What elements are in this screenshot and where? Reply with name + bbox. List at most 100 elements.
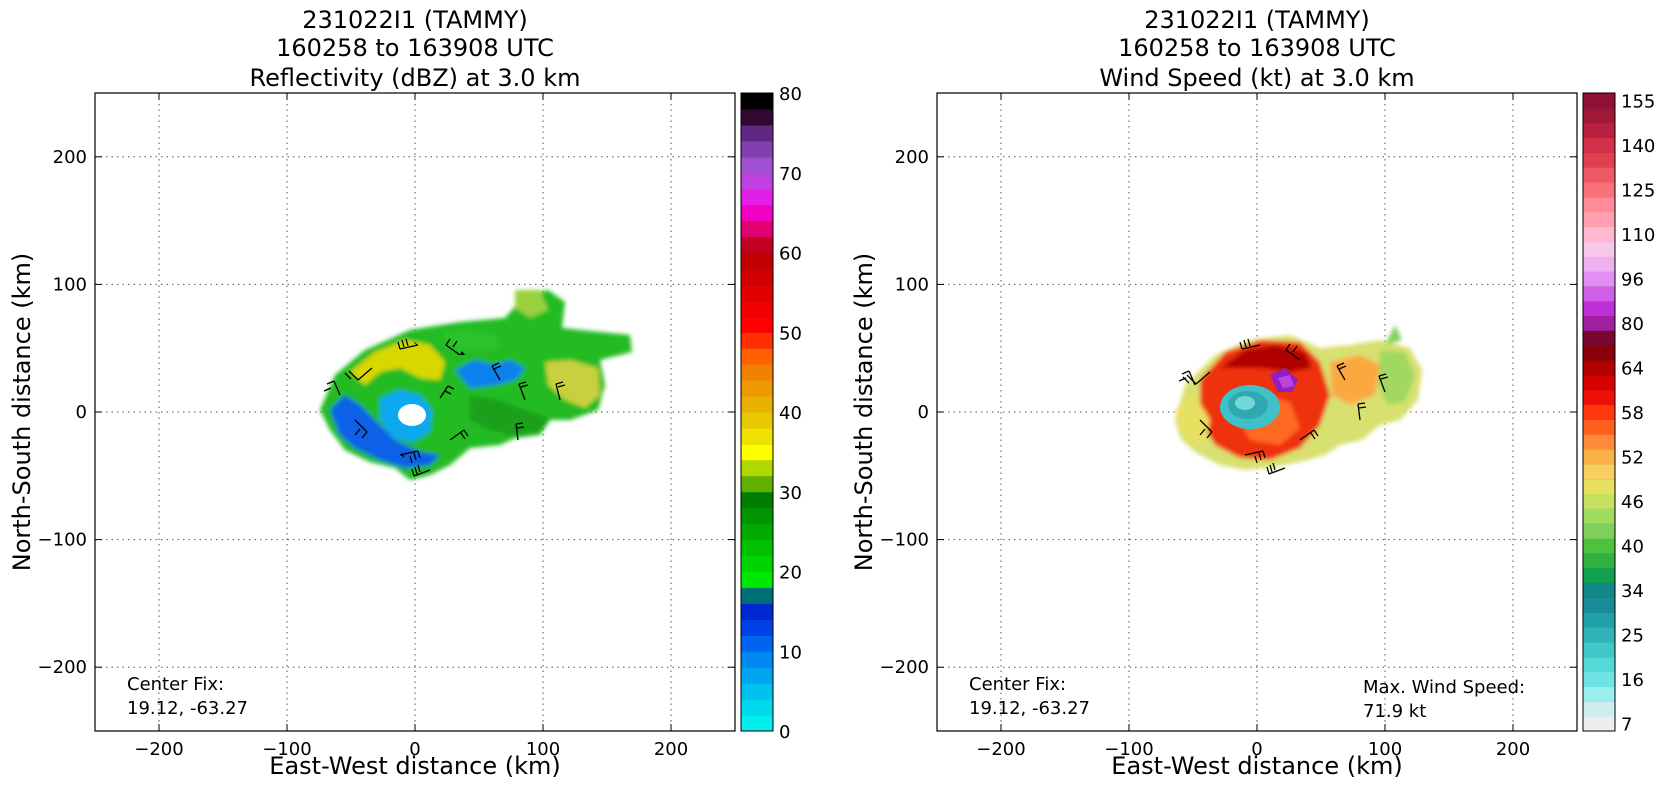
colorbar-frame bbox=[1582, 92, 1616, 732]
colorbar-swatch bbox=[1583, 508, 1615, 524]
y-tick-label: −200 bbox=[38, 657, 87, 678]
colorbar-swatch bbox=[741, 715, 773, 732]
x-tick-label: 200 bbox=[1496, 739, 1530, 760]
colorbar-tick-label: 125 bbox=[1621, 180, 1655, 201]
panel2-title-line1: 231022I1 (TAMMY) bbox=[1144, 6, 1370, 34]
colorbar-swatch bbox=[1583, 345, 1615, 361]
y-tick-label: 0 bbox=[76, 402, 87, 423]
x-tick-label: −100 bbox=[1104, 739, 1153, 760]
colorbar-swatch bbox=[1583, 196, 1615, 213]
colorbar-swatch bbox=[1583, 434, 1615, 450]
colorbar-tick-label: 16 bbox=[1621, 670, 1644, 691]
colorbar-tick-label: 40 bbox=[1621, 537, 1644, 558]
colorbar-swatch bbox=[741, 93, 773, 110]
colorbar-swatch bbox=[741, 188, 773, 206]
colorbar-swatch bbox=[1583, 686, 1615, 702]
x-tick-label: −200 bbox=[976, 739, 1025, 760]
colorbar-swatch bbox=[741, 683, 773, 700]
colorbar-swatch bbox=[741, 412, 773, 429]
colorbar-swatch bbox=[741, 236, 773, 253]
panel2-title-line2: 160258 to 163908 UTC bbox=[1118, 34, 1396, 62]
colorbar-swatch bbox=[1583, 122, 1615, 139]
colorbar-swatch bbox=[1583, 137, 1615, 153]
colorbar-tick-label: 80 bbox=[1621, 314, 1644, 335]
colorbar-swatch bbox=[1583, 716, 1615, 732]
colorbar-swatch bbox=[741, 396, 773, 413]
colorbar-swatch bbox=[1583, 538, 1615, 554]
colorbar-swatch bbox=[741, 571, 773, 588]
panel1-center-fix-label: Center Fix: bbox=[127, 674, 224, 695]
x-tick-label: −100 bbox=[262, 739, 311, 760]
x-tick-label: 100 bbox=[1368, 739, 1402, 760]
reflectivity-echo-field bbox=[320, 290, 632, 480]
colorbar-tick-label: 34 bbox=[1621, 581, 1644, 602]
colorbar-swatch bbox=[1583, 107, 1615, 124]
colorbar-swatch bbox=[1583, 582, 1615, 598]
colorbar-tick-label: 7 bbox=[1621, 715, 1632, 736]
colorbar-swatch bbox=[1583, 404, 1615, 420]
colorbar-swatch bbox=[741, 555, 773, 572]
panel1-title-line3: Reflectivity (dBZ) at 3.0 km bbox=[250, 64, 581, 92]
colorbar-tick-label: 110 bbox=[1621, 225, 1655, 246]
windspeed-barbs bbox=[1178, 338, 1389, 475]
colorbar-swatch bbox=[741, 252, 773, 269]
colorbar-swatch bbox=[1583, 182, 1615, 198]
colorbar-tick-label: 96 bbox=[1621, 269, 1644, 290]
x-tick-label: −200 bbox=[134, 739, 183, 760]
colorbar-swatch bbox=[741, 699, 773, 716]
colorbar-swatch bbox=[1583, 671, 1615, 687]
y-tick-label: 100 bbox=[53, 274, 87, 295]
y-tick-label: 200 bbox=[53, 147, 87, 168]
colorbar-swatch bbox=[1583, 389, 1615, 406]
colorbar-swatch bbox=[741, 332, 773, 349]
colorbar-swatch bbox=[741, 443, 773, 461]
colorbar-swatch bbox=[741, 651, 773, 668]
colorbar-swatch bbox=[1583, 285, 1615, 302]
colorbar-swatch bbox=[1583, 300, 1615, 317]
colorbar-tick-label: 50 bbox=[779, 323, 802, 344]
colorbar-swatch bbox=[741, 475, 773, 493]
colorbar-swatch bbox=[1583, 167, 1615, 183]
colorbar-tick-label: 46 bbox=[1621, 492, 1644, 513]
colorbar-swatch bbox=[741, 364, 773, 381]
colorbar-swatch bbox=[1583, 241, 1615, 257]
colorbar-swatch bbox=[741, 172, 773, 190]
colorbar-swatch bbox=[1583, 152, 1615, 168]
colorbar-swatch bbox=[741, 108, 773, 126]
colorbar-tick-label: 40 bbox=[779, 403, 802, 424]
y-tick-label: −100 bbox=[38, 530, 87, 551]
colorbar-swatch bbox=[1583, 552, 1615, 569]
y-tick-label: −100 bbox=[880, 530, 929, 551]
panel2-center-fix-value: 19.12, -63.27 bbox=[969, 698, 1090, 719]
colorbar-swatch bbox=[741, 204, 773, 222]
colorbar-swatch bbox=[741, 284, 773, 301]
windspeed-field bbox=[1175, 325, 1422, 475]
colorbar-swatch bbox=[741, 268, 773, 285]
colorbar-swatch bbox=[1583, 360, 1615, 376]
colorbar-tick-label: 30 bbox=[779, 483, 802, 504]
panel1-title-line1: 231022I1 (TAMMY) bbox=[302, 6, 528, 34]
colorbar-tick-label: 10 bbox=[779, 642, 802, 663]
colorbar-swatch bbox=[1583, 478, 1615, 495]
panel2-ticks: −200 −100 0 100 200 −200 −100 0 100 200 bbox=[880, 93, 1577, 760]
panel1-title-line2: 160258 to 163908 UTC bbox=[276, 34, 554, 62]
colorbar-tick-label: 20 bbox=[779, 563, 802, 584]
colorbar-swatch bbox=[741, 603, 773, 620]
colorbar-swatch bbox=[1583, 612, 1615, 628]
x-tick-label: 0 bbox=[1251, 739, 1262, 760]
colorbar-swatch bbox=[1583, 315, 1615, 331]
panel1-ylabel: North-South distance (km) bbox=[8, 253, 36, 572]
panel1-xlabel: East-West distance (km) bbox=[269, 752, 560, 780]
colorbar-tick-label: 80 bbox=[779, 84, 802, 105]
colorbar-swatch bbox=[1583, 701, 1615, 717]
panel2-title-line3: Wind Speed (kt) at 3.0 km bbox=[1099, 64, 1414, 92]
colorbar-tick-label: 64 bbox=[1621, 358, 1644, 379]
colorbar-swatch bbox=[1583, 627, 1615, 643]
y-tick-label: −200 bbox=[880, 657, 929, 678]
colorbar-swatch bbox=[741, 619, 773, 636]
colorbar-swatch bbox=[1583, 211, 1615, 228]
colorbar-swatch bbox=[741, 587, 773, 604]
colorbar-swatch bbox=[741, 316, 773, 333]
colorbar-swatch bbox=[741, 459, 773, 477]
